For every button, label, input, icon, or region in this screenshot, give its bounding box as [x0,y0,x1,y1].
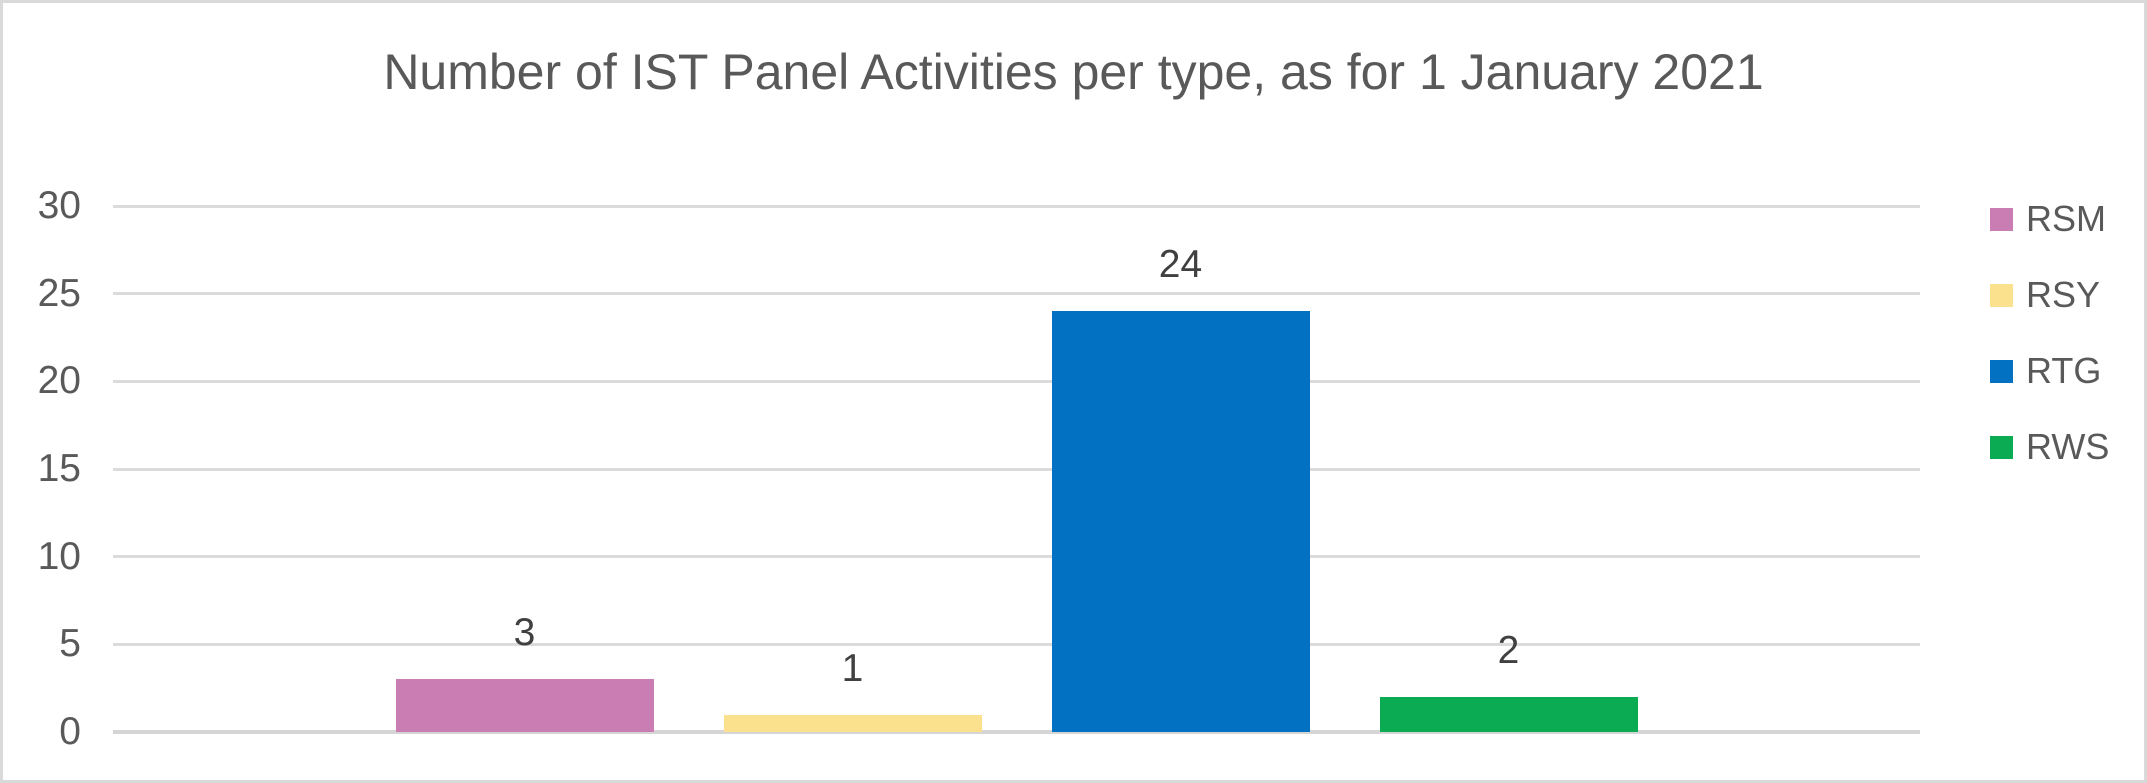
x-axis-line [113,730,1920,734]
y-tick-label-25: 25 [37,271,81,315]
chart-title: Number of IST Panel Activities per type,… [383,44,1764,100]
gridline-25 [113,292,1920,296]
bar-rws [1379,696,1638,732]
legend-swatch-rsm [1990,207,2013,231]
gridline-5 [113,642,1920,646]
y-tick-label-10: 10 [37,534,81,578]
y-tick-label-15: 15 [37,447,81,490]
legend-label-rtg: RTG [2026,350,2102,391]
legend-item-rws: RWS [1990,426,2110,467]
legend-swatch-rws [1990,435,2013,459]
y-tick-label-20: 20 [37,359,81,403]
gridline-30 [113,204,1920,208]
gridline-10 [113,555,1920,559]
bar-value-label-rtg: 24 [1158,243,1203,287]
y-tick-label-30: 30 [37,184,81,227]
legend-label-rws: RWS [2026,426,2110,467]
bar-rtg [1051,311,1310,732]
gridline-15 [113,467,1920,471]
y-tick-label-5: 5 [59,622,81,666]
y-tick-label-0: 0 [59,710,81,753]
bar-rsm [395,679,654,732]
legend-label-rsy: RSY [2026,274,2101,315]
bar-rsy [723,714,982,732]
legend-label-rsm: RSM [2026,198,2106,239]
bar-value-label-rsy: 1 [841,646,864,690]
legend-item-rsy: RSY [1990,274,2101,315]
plot-area: 0 5 10 15 20 25 30 3 1 24 2 [3,3,2144,780]
gridline-20 [113,379,1920,383]
legend-item-rtg: RTG [1990,350,2102,391]
bar-value-label-rws: 2 [1497,628,1520,672]
legend-item-rsm: RSM [1990,198,2106,239]
legend-swatch-rsy [1990,283,2013,307]
bar-value-label-rsm: 3 [513,611,536,655]
legend-swatch-rtg [1990,359,2013,383]
